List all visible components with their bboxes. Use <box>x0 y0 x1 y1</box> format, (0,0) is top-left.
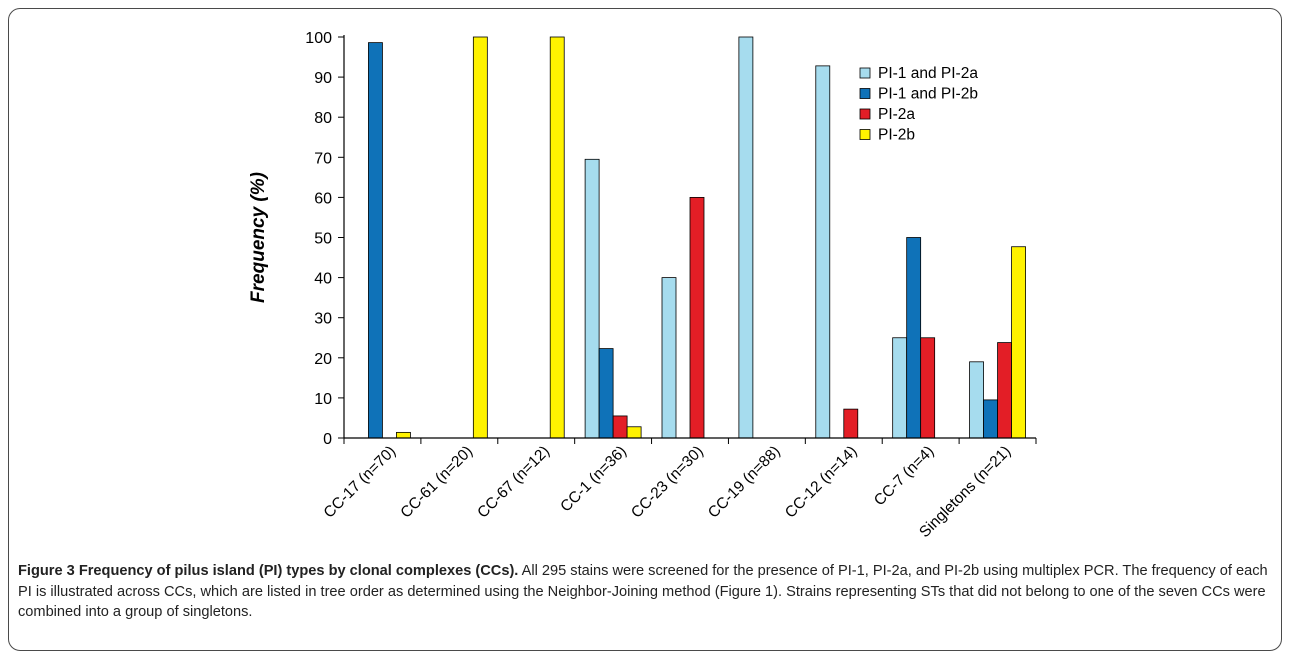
y-tick-label: 60 <box>314 190 332 207</box>
figure-caption: Figure 3 Frequency of pilus island (PI) … <box>18 561 1273 623</box>
y-tick-label: 50 <box>314 231 332 248</box>
legend-swatch <box>859 108 871 120</box>
bar <box>626 426 642 439</box>
bar <box>689 196 705 439</box>
bar <box>997 342 1012 439</box>
caption-title: Figure 3 Frequency of pilus island (PI) … <box>18 563 519 579</box>
y-tick-label: 90 <box>314 70 332 87</box>
y-axis-title: Frequency (%) <box>248 172 269 303</box>
legend-swatch <box>859 88 871 99</box>
bar <box>892 337 908 439</box>
x-tick-label: CC-61 (n=20) <box>397 443 476 522</box>
x-tick-label: CC-19 (n=88) <box>705 443 784 522</box>
y-tick-label: 30 <box>314 311 332 328</box>
legend-item: PI-2b <box>859 127 915 144</box>
legend-label: PI-1 and PI-2a <box>878 65 978 82</box>
legend-item: PI-1 and PI-2b <box>859 86 978 103</box>
legend-swatch <box>859 67 871 79</box>
y-tick-label: 100 <box>305 30 332 47</box>
bar <box>598 348 614 439</box>
figure-frame <box>8 8 1282 651</box>
bar-chart: Frequency (%) 0 10 20 30 40 50 60 70 80 90 100 CC-… <box>248 30 1037 541</box>
legend-label: PI-2a <box>878 106 915 123</box>
bar <box>983 399 998 439</box>
bar <box>612 415 628 439</box>
bar <box>661 277 677 439</box>
bar <box>738 36 754 439</box>
bar <box>549 36 565 439</box>
x-tick-label: CC-12 (n=14) <box>782 443 861 522</box>
y-axis-title-text: Frequency (%) <box>248 172 269 303</box>
y-tick-label: 0 <box>323 431 332 448</box>
legend: PI-1 and PI-2a PI-1 and PI-2b PI-2a PI-2b <box>859 65 978 144</box>
x-tick-label: CC-7 (n=4) <box>871 443 938 510</box>
x-tick-label: CC-23 (n=30) <box>628 443 707 522</box>
legend-item: PI-2a <box>859 106 915 123</box>
axes <box>343 35 1037 444</box>
bar <box>368 42 383 439</box>
x-tick-label: CC-17 (n=70) <box>321 443 400 522</box>
bar <box>815 65 831 439</box>
bar <box>969 361 984 439</box>
y-tick-label: 20 <box>314 351 332 368</box>
bar <box>396 431 411 439</box>
bar <box>1011 246 1026 439</box>
x-tick-label: CC-1 (n=36) <box>557 443 630 516</box>
y-tick-label: 80 <box>314 110 332 127</box>
y-tick-label: 10 <box>314 391 332 408</box>
legend-label: PI-1 and PI-2b <box>878 86 978 103</box>
bar <box>584 158 600 439</box>
legend-item: PI-1 and PI-2a <box>859 65 978 82</box>
bar <box>472 36 488 439</box>
legend-swatch <box>859 129 871 140</box>
x-tick-label: CC-67 (n=12) <box>474 443 553 522</box>
legend-label: PI-2b <box>878 127 915 144</box>
y-tick-label: 40 <box>314 271 332 288</box>
caption-body: All 295 stains were screened for the pre… <box>18 563 1268 620</box>
bar <box>920 337 936 439</box>
bar <box>906 237 922 439</box>
y-axis-ticks: 0 10 20 30 40 50 60 70 80 90 100 <box>305 30 344 448</box>
x-axis-tick-labels: CC-17 (n=70)CC-61 (n=20)CC-67 (n=12) CC-1… <box>321 443 1015 541</box>
bar <box>843 408 859 439</box>
y-tick-label: 70 <box>314 150 332 167</box>
